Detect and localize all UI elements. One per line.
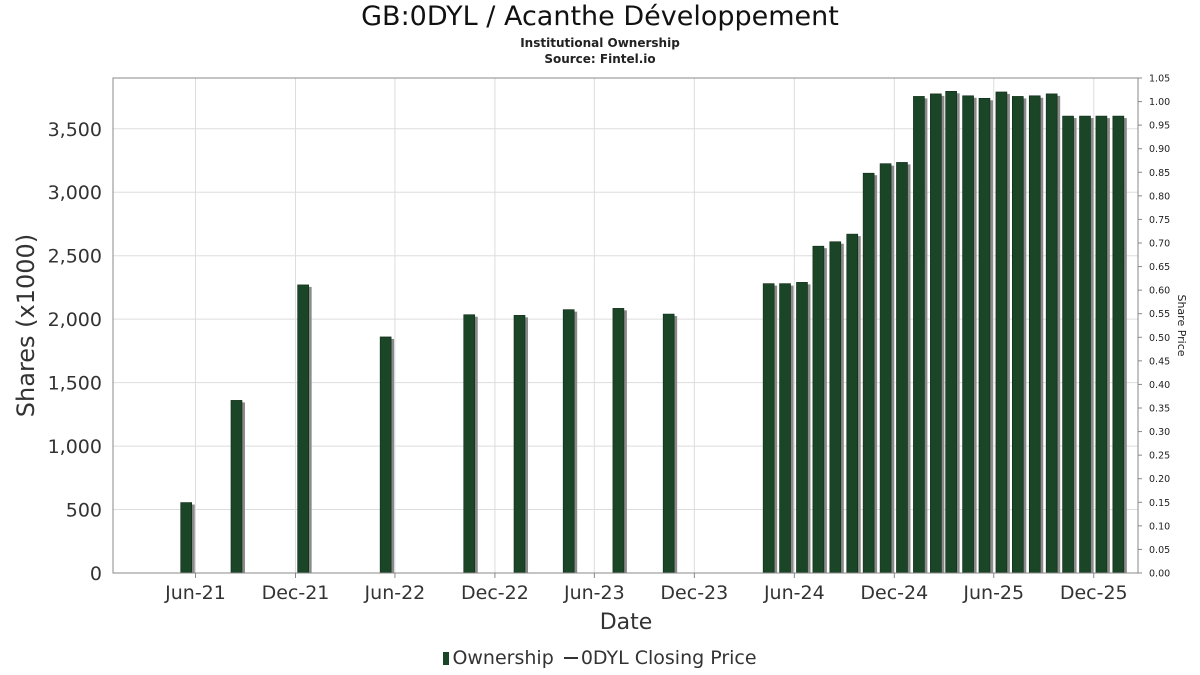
ownership-bar — [829, 241, 842, 574]
ownership-bar — [779, 283, 791, 574]
ownership-bar — [1028, 95, 1041, 574]
y2-tick-label: 0.70 — [1149, 239, 1170, 250]
ownership-bar — [846, 233, 859, 574]
ownership-bar — [812, 245, 825, 574]
x-tick-label: Jun-24 — [763, 582, 825, 604]
ownership-bar — [1095, 115, 1108, 574]
y2-tick-label: 0.50 — [1149, 333, 1170, 344]
y-tick-label: 2,500 — [48, 246, 102, 268]
y2-tick-label: 0.95 — [1149, 121, 1170, 132]
y2-tick-label: 0.45 — [1149, 356, 1170, 367]
y2-tick-label: 0.20 — [1149, 474, 1170, 485]
ownership-bar — [230, 400, 243, 574]
ownership-bar — [978, 98, 991, 574]
y-tick-label: 1,000 — [48, 436, 102, 458]
legend-item-ownership[interactable]: Ownership — [443, 647, 554, 669]
y2-tick-label: 1.00 — [1149, 97, 1170, 108]
y-tick-label: 3,500 — [48, 119, 102, 141]
ownership-bar — [1112, 115, 1125, 574]
x-tick-label: Jun-21 — [164, 582, 226, 604]
y2-tick-label: 1.05 — [1149, 74, 1170, 85]
y2-tick-label: 0.10 — [1149, 521, 1170, 532]
y-tick-label: 500 — [66, 500, 102, 522]
ownership-bar — [1079, 115, 1091, 574]
ownership-bar — [896, 162, 908, 574]
legend-label-ownership: Ownership — [452, 647, 554, 669]
price-line-swatch-icon — [563, 657, 578, 659]
x-tick-label: Jun-23 — [563, 582, 625, 604]
x-tick-label: Dec-22 — [461, 582, 529, 604]
ownership-bar — [962, 95, 974, 574]
ownership-bar — [612, 308, 625, 574]
ownership-bar — [562, 309, 575, 574]
y2-tick-label: 0.90 — [1149, 144, 1170, 155]
plot-frame — [112, 77, 1139, 574]
ownership-swatch-icon — [443, 652, 450, 665]
y-axis-title: Shares (x1000) — [12, 234, 40, 417]
y2-tick-label: 0.25 — [1149, 451, 1170, 462]
y2-tick-label: 0.35 — [1149, 404, 1170, 415]
legend: Ownership 0DYL Closing Price — [0, 647, 1200, 669]
x-tick-label: Jun-22 — [364, 582, 426, 604]
legend-label-price: 0DYL Closing Price — [580, 647, 757, 669]
y2-tick-label: 0.55 — [1149, 309, 1170, 320]
ownership-bar — [180, 502, 193, 574]
y2-tick-label: 0.75 — [1149, 215, 1170, 226]
y2-tick-label: 0.85 — [1149, 168, 1170, 179]
x-tick-label: Dec-25 — [1060, 582, 1128, 604]
legend-item-price[interactable]: 0DYL Closing Price — [563, 647, 757, 669]
y2-tick-label: 0.60 — [1149, 286, 1170, 297]
ownership-bar — [1062, 115, 1074, 574]
ownership-bar — [995, 91, 1008, 574]
ownership-bar — [879, 163, 892, 574]
ownership-bar — [662, 313, 675, 574]
y-tick-label: 3,000 — [48, 182, 102, 204]
y-tick-label: 0 — [90, 563, 102, 585]
y-tick-label: 2,000 — [48, 309, 102, 331]
ownership-bar — [297, 284, 309, 574]
ownership-bar — [379, 336, 392, 574]
y2-tick-label: 0.15 — [1149, 498, 1170, 509]
chart-source: Source: Fintel.io — [544, 52, 656, 66]
bar-layer — [180, 91, 1127, 574]
x-tick-label: Dec-21 — [262, 582, 330, 604]
ownership-bar — [1011, 96, 1024, 574]
y2-tick-label: 0.65 — [1149, 262, 1170, 273]
ownership-bar — [762, 283, 775, 574]
x-tick-label: Jun-25 — [962, 582, 1024, 604]
y2-tick-label: 0.80 — [1149, 191, 1170, 202]
y2-tick-label: 0.00 — [1149, 569, 1170, 580]
axis-layer: 0 500 1,000 1,500 2,000 2,500 3,000 3,500 Jun-21… — [12, 74, 1188, 636]
y2-tick-label: 0.30 — [1149, 427, 1170, 438]
chart-title: GB:0DYL / Acanthe Développement — [361, 1, 839, 32]
ownership-bar — [930, 93, 942, 574]
y2-tick-label: 0.05 — [1149, 545, 1170, 556]
ownership-bar — [1045, 93, 1058, 574]
ownership-bar — [913, 96, 925, 574]
ownership-bar — [513, 315, 526, 574]
ownership-bar — [796, 282, 808, 574]
ownership-bar — [862, 172, 875, 574]
x-axis-title: Date — [600, 610, 653, 635]
y2-axis-title: Share Price — [1175, 294, 1188, 356]
ownership-bar — [945, 91, 957, 574]
x-tick-label: Dec-23 — [660, 582, 728, 604]
x-tick-label: Dec-24 — [860, 582, 928, 604]
ownership-bar — [463, 314, 476, 574]
ownership-chart: 0 500 1,000 1,500 2,000 2,500 3,000 3,500 Jun-21… — [12, 74, 1188, 636]
y2-tick-label: 0.40 — [1149, 380, 1170, 391]
y-tick-label: 1,500 — [48, 373, 102, 395]
chart-subtitle: Institutional Ownership — [520, 36, 680, 50]
